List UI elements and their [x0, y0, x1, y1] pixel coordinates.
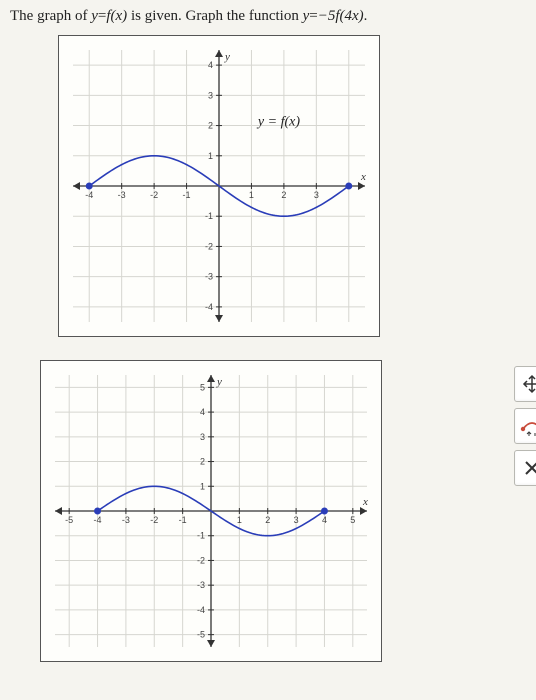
svg-text:-5: -5	[197, 630, 205, 640]
q-eq1-rhs: f(x)	[106, 8, 127, 24]
q-eq2-lhs: y	[303, 8, 310, 24]
move-icon	[521, 373, 536, 395]
svg-text:4: 4	[200, 407, 205, 417]
svg-text:-2: -2	[150, 190, 158, 200]
svg-text:2: 2	[265, 515, 270, 525]
answer-graph-container: -5 -4 -3 -2 -1 1 2 3 4 5 1 2 3 4 5 -1 -2 -3 -4 -5 x y	[40, 360, 526, 667]
segment-tool[interactable]	[514, 408, 536, 444]
close-icon	[522, 458, 536, 478]
question-text: The graph of y=f(x) is given. Graph the …	[10, 8, 526, 25]
svg-text:-2: -2	[150, 515, 158, 525]
svg-text:y: y	[224, 51, 230, 63]
svg-text:3: 3	[314, 190, 319, 200]
svg-text:-2: -2	[197, 555, 205, 565]
svg-text:y = f(x): y = f(x)	[256, 115, 300, 130]
svg-text:5: 5	[350, 515, 355, 525]
svg-text:-5: -5	[65, 515, 73, 525]
svg-text:2: 2	[200, 457, 205, 467]
given-graph: -4 -3 -2 -1 1 2 3 1 2 3 4 -1 -2 -3 -4 x y y = f(x)	[59, 36, 379, 336]
svg-text:3: 3	[208, 90, 213, 100]
q-mid: is given. Graph the function	[127, 8, 302, 24]
move-tool[interactable]	[514, 366, 536, 402]
svg-text:-4: -4	[205, 302, 213, 312]
segment-icon	[520, 415, 536, 437]
drawing-toolbar	[514, 366, 536, 486]
q-eq2-rhs: −5f(4x)	[318, 8, 364, 24]
svg-text:-3: -3	[122, 515, 130, 525]
svg-text:-3: -3	[118, 190, 126, 200]
svg-text:5: 5	[200, 382, 205, 392]
q-prefix: The graph of	[10, 8, 91, 24]
q-eq1-lhs: y	[91, 8, 98, 24]
svg-text:-1: -1	[179, 515, 187, 525]
svg-text:2: 2	[281, 190, 286, 200]
svg-text:-4: -4	[85, 190, 93, 200]
svg-text:y: y	[216, 376, 222, 388]
svg-text:3: 3	[294, 515, 299, 525]
delete-tool[interactable]	[514, 450, 536, 486]
q-suffix: .	[364, 8, 368, 24]
svg-text:3: 3	[200, 432, 205, 442]
svg-text:-3: -3	[197, 580, 205, 590]
svg-text:-3: -3	[205, 272, 213, 282]
svg-text:1: 1	[249, 190, 254, 200]
svg-text:-1: -1	[197, 531, 205, 541]
svg-text:-2: -2	[205, 241, 213, 251]
svg-text:-4: -4	[197, 605, 205, 615]
svg-text:-1: -1	[205, 211, 213, 221]
svg-text:1: 1	[200, 481, 205, 491]
svg-text:x: x	[360, 171, 366, 183]
svg-text:-4: -4	[94, 515, 102, 525]
svg-text:4: 4	[322, 515, 327, 525]
svg-text:x: x	[362, 496, 368, 508]
given-graph-container: -4 -3 -2 -1 1 2 3 1 2 3 4 -1 -2 -3 -4 x y y = f(x)	[58, 35, 526, 342]
svg-text:1: 1	[208, 151, 213, 161]
answer-graph[interactable]: -5 -4 -3 -2 -1 1 2 3 4 5 1 2 3 4 5 -1 -2 -3 -4 -5 x y	[41, 361, 381, 661]
svg-text:1: 1	[237, 515, 242, 525]
svg-text:-1: -1	[183, 190, 191, 200]
svg-text:2: 2	[208, 121, 213, 131]
svg-text:4: 4	[208, 60, 213, 70]
